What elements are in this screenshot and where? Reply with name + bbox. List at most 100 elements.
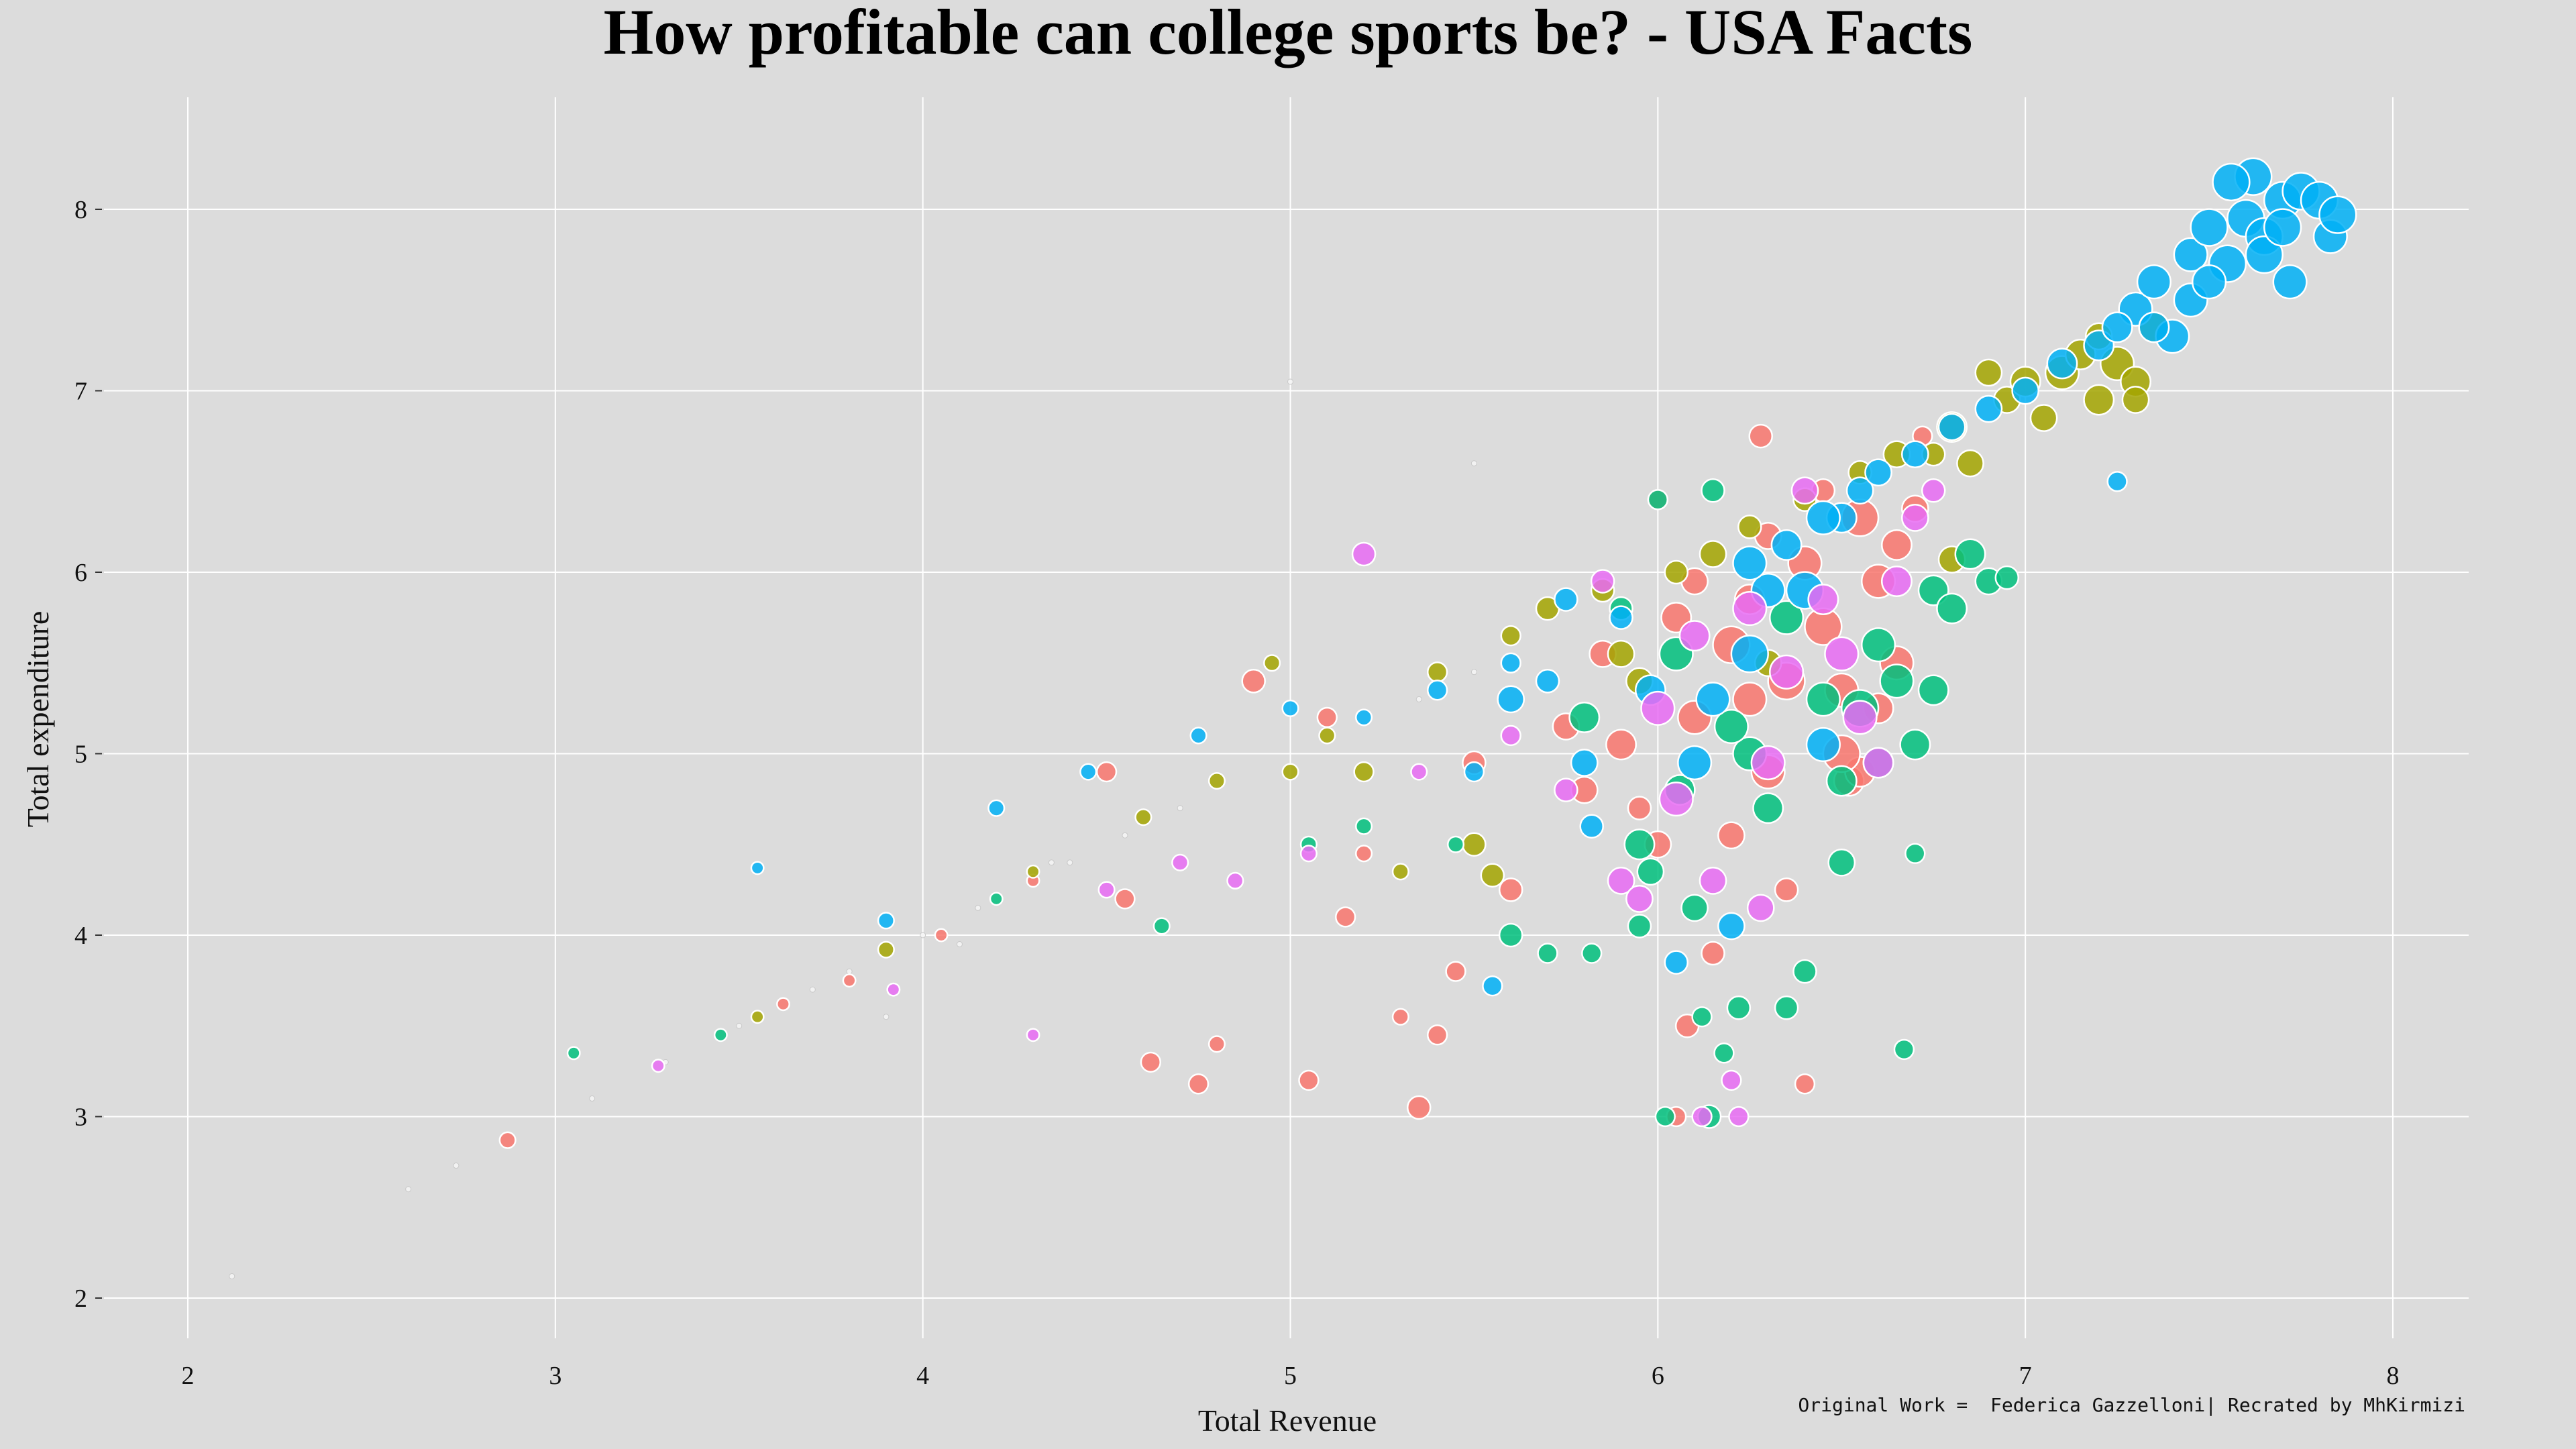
data-point [1677, 745, 1713, 781]
data-point [1774, 995, 1799, 1020]
data-point [2136, 264, 2171, 300]
data-point [1774, 877, 1799, 902]
y-tick-label: 2 [74, 1285, 87, 1313]
data-point [1171, 853, 1189, 871]
data-point [1956, 449, 1984, 478]
data-point [934, 928, 949, 943]
data-point [2121, 386, 2150, 414]
data-point [1355, 817, 1373, 835]
data-point [2083, 384, 2115, 416]
faint-point [809, 986, 816, 993]
faint-point [229, 1273, 235, 1280]
data-point [1805, 500, 1841, 535]
data-point [1500, 625, 1521, 647]
data-point [1680, 894, 1709, 922]
data-point [1114, 888, 1136, 910]
data-point [1769, 600, 1805, 635]
data-point [1640, 690, 1676, 726]
data-point [1299, 845, 1318, 863]
data-point [1609, 605, 1633, 630]
data-point [2318, 195, 2357, 234]
data-point [1316, 706, 1338, 729]
faint-point [883, 1014, 890, 1020]
data-point [1535, 669, 1560, 694]
data-point [1590, 569, 1615, 594]
chart-title: How profitable can college sports be? - … [603, 0, 1973, 68]
axis-ticks: 2 3 4 5 6 7 8 2 3 4 5 6 7 8 [74, 196, 2400, 1390]
data-point [1426, 1024, 1448, 1046]
data-point [2029, 404, 2058, 432]
data-point [1900, 504, 1929, 532]
data-point [1732, 545, 1768, 581]
data-point [2106, 471, 2128, 492]
data-point [776, 997, 790, 1012]
data-point [842, 973, 857, 988]
data-point [1699, 867, 1727, 895]
data-point [1500, 724, 1521, 747]
data-point [1627, 796, 1652, 820]
data-point [1537, 943, 1558, 964]
data-point [1298, 1069, 1320, 1091]
data-point [1579, 814, 1604, 839]
data-point [1079, 763, 1097, 781]
data-point [2046, 347, 2078, 380]
data-point [1607, 867, 1635, 895]
data-point [1717, 821, 1746, 850]
data-point [1713, 1042, 1735, 1064]
data-point [1790, 476, 1819, 505]
data-point [1355, 845, 1373, 863]
y-tick-label: 6 [74, 559, 87, 587]
data-point [1899, 729, 1931, 761]
faint-point [1415, 696, 1422, 702]
data-point [1097, 881, 1116, 899]
data-point [1695, 682, 1731, 717]
data-point [1335, 906, 1356, 928]
y-tick-label: 8 [74, 196, 87, 224]
data-point [713, 1028, 728, 1042]
data-point [1281, 763, 1299, 781]
data-point [1827, 848, 1856, 877]
data-point [1805, 682, 1841, 717]
data-point [1994, 565, 2020, 590]
data-point [1726, 995, 1752, 1020]
data-point [1880, 566, 1913, 597]
faint-point [1177, 805, 1183, 812]
data-point [1318, 727, 1336, 745]
data-point [1134, 808, 1152, 826]
data-point [1792, 959, 1817, 984]
data-point [1750, 745, 1786, 781]
data-point [1026, 864, 1040, 879]
data-point [1954, 538, 1986, 570]
data-point [1570, 749, 1599, 777]
data-point [1880, 529, 1913, 561]
data-point [1497, 685, 1525, 714]
faint-point [1048, 859, 1055, 866]
data-point [1568, 701, 1601, 733]
data-point [877, 912, 895, 930]
data-point [2263, 208, 2302, 247]
data-point [1752, 792, 1784, 824]
data-point [1241, 669, 1266, 694]
data-point [1917, 674, 1949, 706]
data-point [2192, 264, 2227, 300]
data-point [1226, 871, 1244, 890]
data-point [1627, 914, 1652, 938]
data-point [1893, 1038, 1915, 1061]
y-tick-label: 3 [74, 1104, 87, 1132]
data-point [1732, 682, 1768, 717]
caption: Original Work = Federica Gazzelloni| Rec… [1798, 1394, 2465, 1416]
faint-point [920, 932, 926, 938]
data-point [1862, 747, 1894, 779]
faint-point [736, 1022, 743, 1029]
faint-point [975, 904, 981, 911]
data-point [1636, 857, 1665, 886]
faint-point [1287, 378, 1293, 385]
data-point [1746, 894, 1775, 922]
data-point [2212, 162, 2251, 202]
data-point [2245, 235, 2284, 274]
data-point [1500, 652, 1521, 674]
data-point [1625, 885, 1654, 913]
data-point [1026, 1028, 1040, 1042]
data-point [1462, 832, 1487, 857]
data-point [1974, 358, 2003, 387]
